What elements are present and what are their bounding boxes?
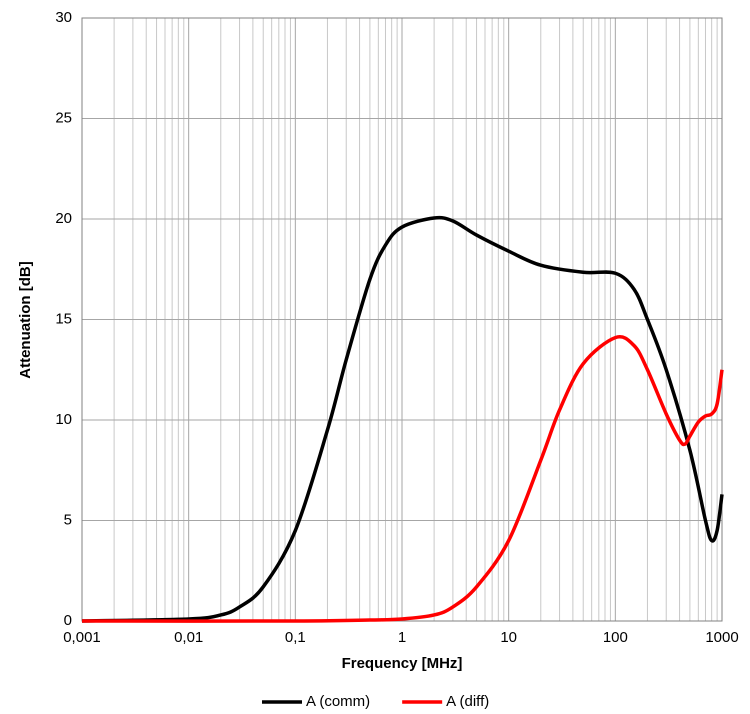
x-tick-label: 0,1 — [285, 629, 306, 646]
x-tick-label: 0,01 — [174, 629, 203, 646]
data-line — [81, 215, 724, 623]
data-line — [81, 335, 724, 623]
y-tick-label: 25 — [55, 109, 72, 126]
x-tick-label: 100 — [603, 629, 628, 646]
x-tick-label: 10 — [500, 629, 517, 646]
y-tick-label: 10 — [55, 411, 72, 428]
x-axis-title: Frequency [MHz] — [342, 655, 463, 672]
y-tick-label: 0 — [64, 612, 72, 629]
legend-label: A (diff) — [446, 693, 489, 710]
y-tick-label: 15 — [55, 310, 72, 327]
y-axis-title: Attenuation [dB] — [17, 261, 34, 378]
plot-frame — [81, 17, 723, 622]
y-tick-label: 30 — [55, 9, 72, 26]
x-tick-label: 1000 — [705, 629, 738, 646]
x-tick-label: 1 — [398, 629, 406, 646]
y-tick-label: 5 — [64, 511, 72, 528]
legend-label: A (comm) — [306, 693, 370, 710]
y-tick-label: 20 — [55, 210, 72, 227]
x-tick-label: 0,001 — [63, 629, 101, 646]
